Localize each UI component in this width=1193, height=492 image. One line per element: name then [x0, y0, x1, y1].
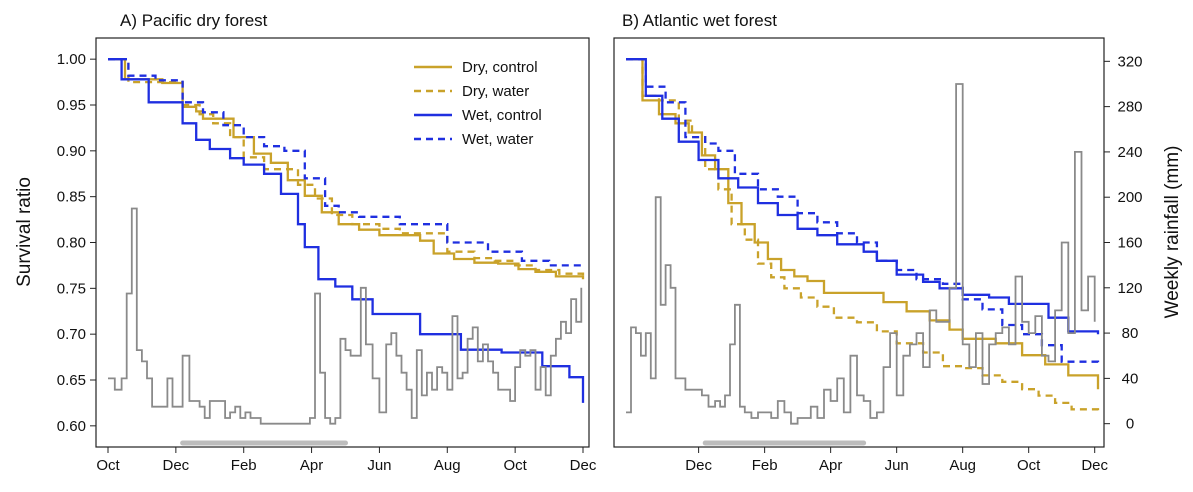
series-b-wet-water — [626, 58, 1100, 367]
right-axis-title: Weekly rainfall (mm) — [1162, 146, 1183, 319]
x-tick-label-b-0: Dec — [685, 457, 712, 474]
series-a-wet-control — [108, 58, 585, 403]
legend-label-wet-water: Wet, water — [462, 131, 533, 148]
y-tick-label-a-3: 0.75 — [57, 280, 86, 297]
rainfall-line-b — [626, 83, 1096, 425]
y2-tick-label-b-5: 200 — [1117, 189, 1142, 206]
y2-tick-label-b-7: 280 — [1117, 99, 1142, 116]
x-tick-label-a-2: Feb — [231, 457, 257, 474]
y-tick-label-a-8: 1.00 — [57, 51, 86, 68]
x-tick-label-a-1: Dec — [163, 457, 190, 474]
legend-label-dry-control: Dry, control — [462, 59, 538, 76]
y2-tick-label-b-6: 240 — [1117, 144, 1142, 161]
y2-tick-label-b-1: 40 — [1122, 370, 1139, 387]
rainfall-line-a — [108, 207, 583, 425]
x-tick-label-a-7: Dec — [570, 457, 597, 474]
left-axis-title: Survival ratio — [14, 177, 35, 287]
panel-a-title: A) Pacific dry forest — [120, 11, 268, 30]
y-tick-label-a-1: 0.65 — [57, 372, 86, 389]
plot-frame-b — [613, 37, 1105, 448]
legend-label-dry-water: Dry, water — [462, 83, 529, 100]
series-a-dry-water — [108, 58, 585, 277]
y-tick-label-a-2: 0.70 — [57, 326, 86, 343]
y-tick-label-a-4: 0.80 — [57, 235, 86, 252]
x-tick-label-b-5: Oct — [1017, 457, 1041, 474]
series-a-wet-water — [108, 58, 585, 269]
x-tick-label-b-2: Apr — [819, 457, 842, 474]
y-tick-label-a-5: 0.85 — [57, 189, 86, 206]
x-tick-label-a-6: Oct — [503, 457, 527, 474]
y2-tick-label-b-8: 320 — [1117, 53, 1142, 70]
x-tick-label-a-4: Jun — [367, 457, 391, 474]
x-tick-label-b-1: Feb — [752, 457, 778, 474]
panel-b-title: B) Atlantic wet forest — [622, 11, 777, 30]
series-b-dry-water — [626, 58, 1100, 413]
y-tick-label-a-6: 0.90 — [57, 143, 86, 160]
legend: Dry, control Dry, water Wet, control Wet… — [414, 59, 542, 148]
y-tick-label-a-7: 0.95 — [57, 97, 86, 114]
legend-label-wet-control: Wet, control — [462, 107, 542, 124]
x-tick-label-b-3: Jun — [885, 457, 909, 474]
panel-a: A) Pacific dry forest 0.60 0.65 0.70 0.75 0.… — [57, 11, 597, 474]
x-tick-label-b-6: Dec — [1081, 457, 1108, 474]
y-tick-label-a-0: 0.60 — [57, 418, 86, 435]
x-tick-label-a-5: Aug — [434, 457, 461, 474]
x-tick-label-b-4: Aug — [949, 457, 976, 474]
x-tick-label-a-0: Oct — [96, 457, 120, 474]
panel-b: B) Atlantic wet forest 0 40 80 120 160 200 240… — [613, 11, 1143, 474]
series-b-dry-control — [626, 58, 1100, 390]
series-a-dry-control — [108, 58, 585, 280]
x-tick-label-a-3: Apr — [300, 457, 323, 474]
y2-tick-label-b-2: 80 — [1122, 325, 1139, 342]
series-b-wet-control — [626, 58, 1100, 335]
y2-tick-label-b-3: 120 — [1117, 280, 1142, 297]
y2-tick-label-b-4: 160 — [1117, 235, 1142, 252]
y2-tick-label-b-0: 0 — [1126, 416, 1134, 433]
